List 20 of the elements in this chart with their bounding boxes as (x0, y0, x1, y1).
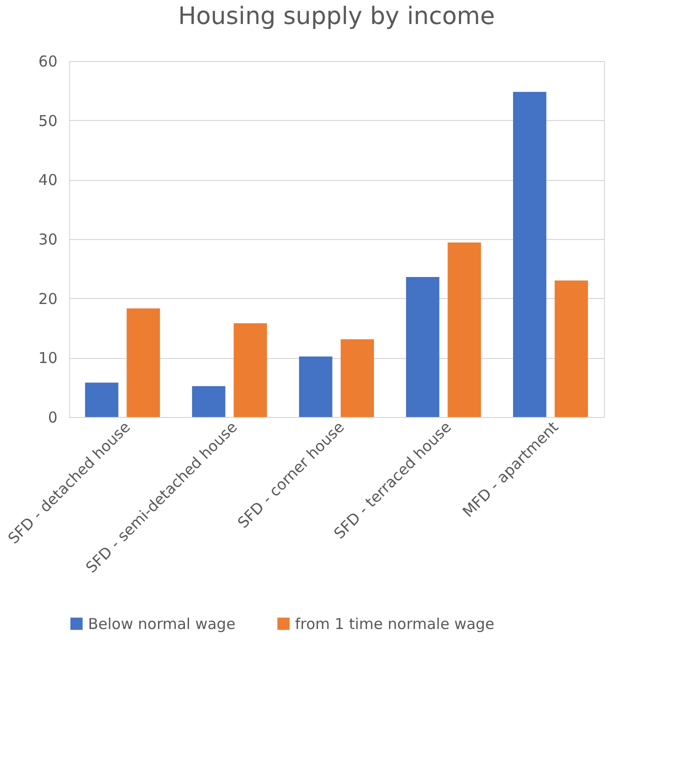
y-tick-label: 10 (38, 349, 58, 368)
bar (126, 308, 160, 417)
bar (554, 280, 588, 417)
y-tick-label: 20 (38, 290, 58, 308)
bar (234, 323, 267, 417)
y-tick-label: 40 (38, 171, 58, 190)
y-tick-label: 30 (38, 230, 58, 248)
bar (299, 356, 332, 417)
chart-title: Housing supply by income (178, 2, 495, 30)
bar (513, 92, 546, 417)
bar (448, 242, 481, 417)
y-tick-label: 60 (38, 52, 58, 70)
bar (340, 339, 374, 417)
bar (85, 382, 118, 417)
bar (192, 386, 226, 417)
y-tick-label: 50 (38, 112, 58, 130)
legend-label: Below normal wage (88, 614, 236, 633)
y-tick-label: 0 (48, 408, 58, 426)
legend-label: from 1 time normale wage (295, 614, 494, 633)
bar (406, 276, 440, 417)
